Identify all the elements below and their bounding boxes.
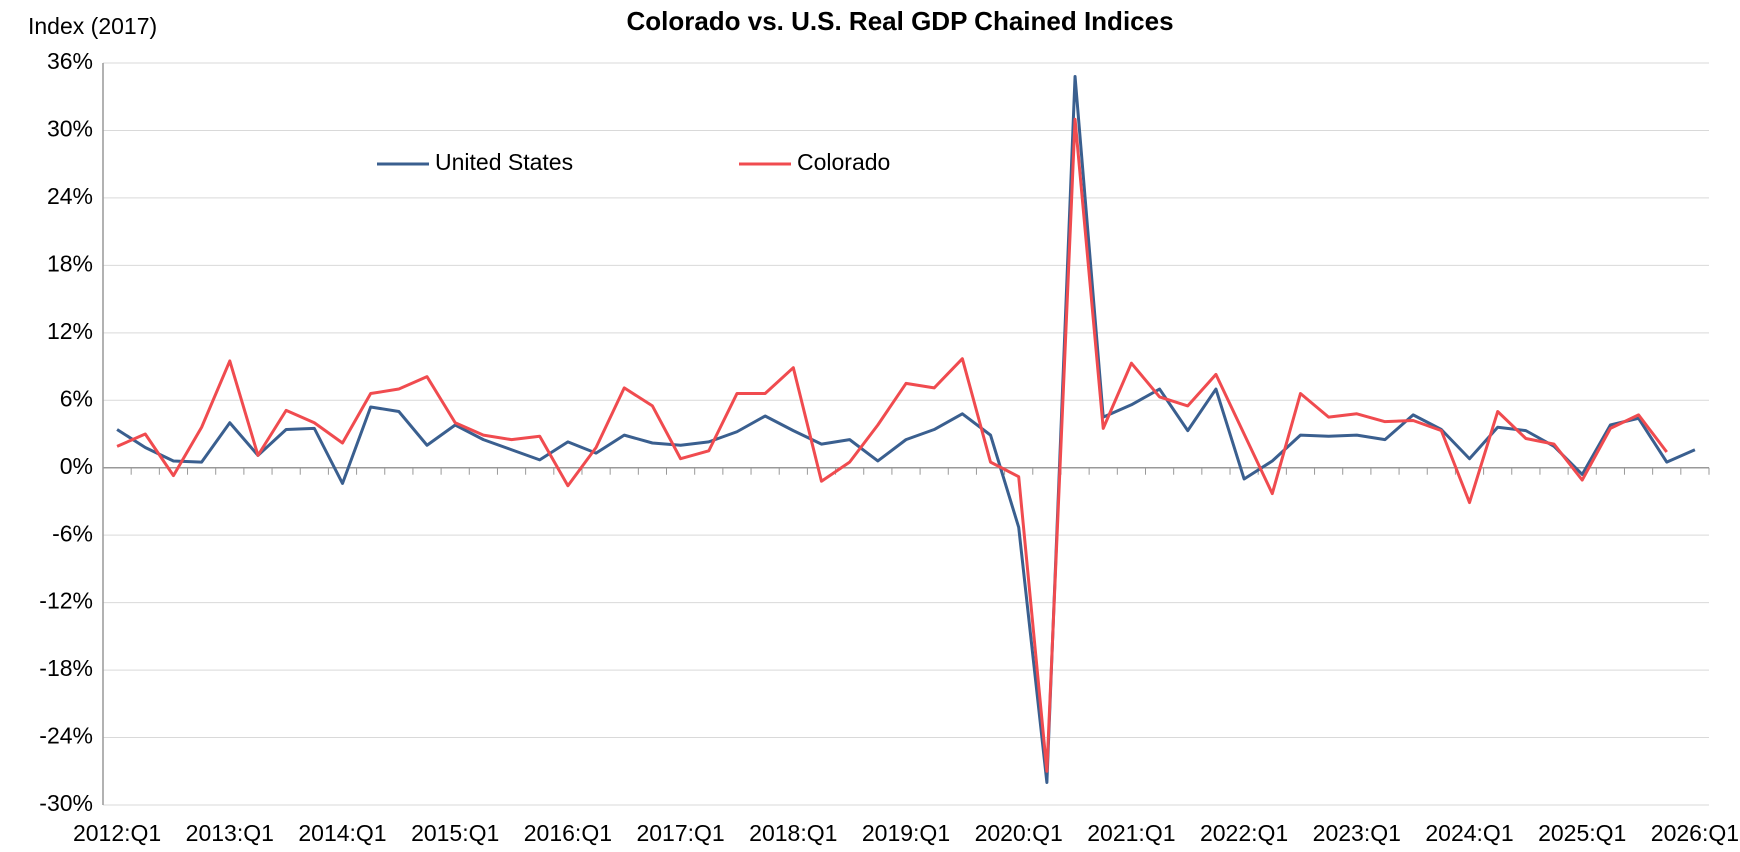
- legend-label: Colorado: [797, 149, 890, 175]
- y-axis-label: Index (2017): [28, 13, 157, 39]
- x-tick-label: 2021:Q1: [1087, 820, 1175, 846]
- y-tick-label: -18%: [39, 655, 93, 681]
- x-tick-label: 2017:Q1: [636, 820, 724, 846]
- y-tick-label: -30%: [39, 790, 93, 816]
- series-line: [116, 117, 1668, 773]
- y-tick-label: -24%: [39, 723, 93, 749]
- y-tick-label: 36%: [47, 48, 93, 74]
- x-tick-label: 2014:Q1: [298, 820, 386, 846]
- x-tick-label: 2023:Q1: [1313, 820, 1401, 846]
- x-tick-label: 2026:Q1: [1651, 820, 1739, 846]
- x-tick-label: 2025:Q1: [1538, 820, 1626, 846]
- y-tick-label: 18%: [47, 250, 93, 276]
- y-tick-label: 30%: [47, 116, 93, 142]
- x-tick-label: 2018:Q1: [749, 820, 837, 846]
- y-tick-label: -12%: [39, 588, 93, 614]
- y-tick-label: -6%: [52, 520, 93, 546]
- x-tick-label: 2024:Q1: [1425, 820, 1513, 846]
- y-tick-label: 12%: [47, 318, 93, 344]
- y-tick-label: 6%: [60, 385, 93, 411]
- x-tick-label: 2019:Q1: [862, 820, 950, 846]
- x-tick-label: 2022:Q1: [1200, 820, 1288, 846]
- legend-label: United States: [435, 149, 573, 175]
- x-tick-label: 2013:Q1: [186, 820, 274, 846]
- x-tick-label: 2015:Q1: [411, 820, 499, 846]
- y-tick-label: 24%: [47, 183, 93, 209]
- x-tick-label: 2020:Q1: [975, 820, 1063, 846]
- chart-title: Colorado vs. U.S. Real GDP Chained Indic…: [626, 6, 1173, 36]
- x-tick-label: 2016:Q1: [524, 820, 612, 846]
- x-tick-label: 2012:Q1: [73, 820, 161, 846]
- series-line: [116, 74, 1696, 785]
- y-tick-label: 0%: [60, 453, 93, 479]
